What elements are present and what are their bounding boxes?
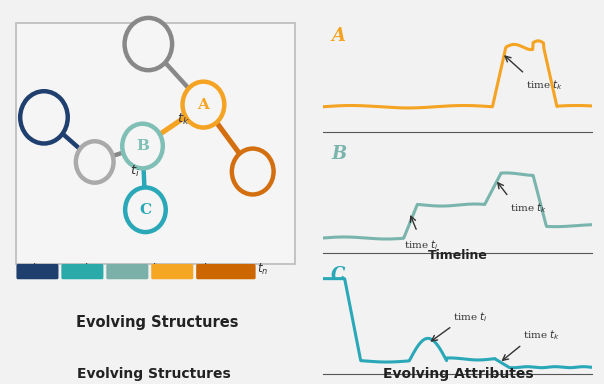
Text: $t_k$: $t_k$ [177, 112, 190, 127]
Circle shape [124, 18, 172, 70]
Text: B: B [331, 145, 347, 163]
Circle shape [122, 124, 163, 168]
Text: time $t_k$: time $t_k$ [510, 201, 547, 215]
Text: time $t_i$: time $t_i$ [403, 238, 439, 252]
Text: $t_i$: $t_i$ [130, 164, 140, 179]
Text: C: C [331, 266, 345, 284]
Circle shape [182, 82, 224, 127]
Text: $\cdots$: $\cdots$ [176, 263, 190, 276]
Text: B: B [136, 139, 149, 153]
Text: time $t_k$: time $t_k$ [524, 329, 561, 343]
Circle shape [20, 91, 68, 144]
Text: Timeline: Timeline [428, 249, 488, 262]
FancyBboxPatch shape [151, 264, 193, 279]
Text: $t_n$: $t_n$ [257, 262, 269, 277]
Text: $\cdots$: $\cdots$ [229, 263, 242, 276]
FancyBboxPatch shape [16, 264, 59, 279]
FancyBboxPatch shape [106, 264, 149, 279]
Text: C: C [140, 203, 152, 217]
Text: Evolving Structures: Evolving Structures [77, 367, 231, 381]
Text: time $t_i$: time $t_i$ [454, 310, 488, 324]
Text: time $t_k$: time $t_k$ [526, 78, 564, 92]
Text: A: A [198, 98, 210, 112]
Text: A: A [331, 27, 345, 45]
Circle shape [125, 187, 165, 232]
Text: Evolving Attributes: Evolving Attributes [382, 367, 533, 381]
Text: $t_0$: $t_0$ [31, 262, 42, 277]
Text: $t_k$: $t_k$ [202, 262, 214, 277]
Text: $t_i$: $t_i$ [151, 262, 160, 277]
Text: $t_1$: $t_1$ [83, 262, 94, 277]
Circle shape [232, 149, 274, 194]
Circle shape [76, 141, 114, 183]
FancyBboxPatch shape [16, 23, 295, 264]
Text: $\cdots$: $\cdots$ [124, 263, 138, 276]
FancyBboxPatch shape [62, 264, 103, 279]
FancyBboxPatch shape [196, 264, 255, 279]
Text: Evolving Structures: Evolving Structures [76, 315, 239, 330]
